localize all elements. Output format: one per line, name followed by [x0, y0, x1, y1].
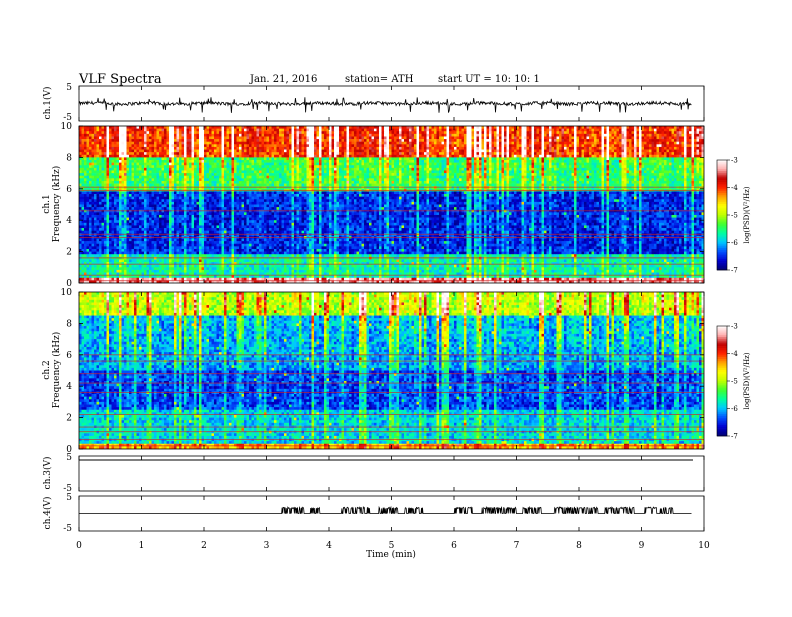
x-tick-label: 2	[201, 541, 207, 551]
x-tick-label: 9	[639, 541, 645, 551]
ch3-ytick-top: 5	[66, 453, 72, 463]
freq-tick-label: 4	[66, 382, 72, 392]
ch1-spectrogram-image	[79, 126, 704, 283]
colorbar-tick-label: -4	[731, 184, 738, 192]
ch1-colorbar: -3 -4 -5 -6 -7 log(PSD)(V²/Hz)	[717, 157, 751, 275]
ch1-waveform-ylabel: ch.1(V)	[42, 87, 53, 120]
colorbar-tick-label: -7	[731, 267, 738, 275]
ch2-colorbar: -3 -4 -5 -6 -7 log(PSD)(V²/Hz)	[717, 323, 751, 441]
colorbar-label: log(PSD)(V²/Hz)	[743, 352, 751, 409]
x-tick-label: 10	[698, 541, 710, 551]
colorbar-tick-label: -3	[731, 323, 738, 331]
colorbar-tick-label: -3	[731, 157, 738, 165]
ch1-waveform-line	[79, 97, 692, 113]
colorbar-tick-label: -4	[731, 350, 738, 358]
ch3-waveform-ylabel: ch.3(V)	[42, 457, 53, 490]
ch2-spectrogram-label: ch.2	[42, 360, 52, 379]
freq-tick-label: 4	[66, 216, 72, 226]
freq-tick-label: 2	[66, 248, 72, 258]
ch1-frequency-ylabel: Frequency (kHz)	[51, 166, 62, 243]
colorbar-tick-label: -5	[731, 378, 738, 386]
x-tick-label: 8	[576, 541, 582, 551]
header-station: station= ATH	[345, 74, 414, 85]
ch4-waveform-line	[79, 507, 692, 513]
colorbar-tick-label: -6	[731, 239, 738, 247]
x-tick-label: 0	[76, 541, 82, 551]
ch4-ytick-top: 5	[66, 493, 72, 503]
freq-tick-label: 8	[66, 319, 72, 329]
freq-tick-label: 6	[66, 351, 72, 361]
x-tick-label: 6	[451, 541, 457, 551]
colorbar-label: log(PSD)(V²/Hz)	[743, 186, 751, 243]
ch2-spectrogram-image	[79, 292, 704, 449]
freq-tick-label: 6	[66, 185, 72, 195]
header-date: Jan. 21, 2016	[249, 74, 317, 85]
ch2-frequency-ylabel: Frequency (kHz)	[51, 332, 62, 409]
freq-tick-label: 2	[66, 414, 72, 424]
freq-tick-label: 8	[66, 153, 72, 163]
figure-title: VLF Spectra	[78, 72, 162, 87]
freq-tick-label: 10	[61, 288, 73, 298]
x-tick-label: 7	[514, 541, 520, 551]
colorbar-tick-label: -5	[731, 212, 738, 220]
ch1-spectrogram-label: ch.1	[42, 194, 52, 213]
x-tick-label: 4	[326, 541, 332, 551]
ch4-waveform-ylabel: ch.4(V)	[42, 497, 53, 530]
freq-tick-label: 10	[61, 122, 73, 132]
colorbar-tick-label: -7	[731, 433, 738, 441]
header-start-time: start UT = 10: 10: 1	[438, 74, 540, 85]
x-tick-label: 3	[264, 541, 270, 551]
ch4-ytick-bottom: -5	[63, 524, 72, 534]
x-tick-label: 1	[139, 541, 145, 551]
ch1-ytick-top: 5	[66, 83, 72, 93]
colorbar-tick-label: -6	[731, 405, 738, 413]
x-axis-label: Time (min)	[366, 549, 416, 560]
ch3-waveform-frame	[79, 456, 704, 491]
